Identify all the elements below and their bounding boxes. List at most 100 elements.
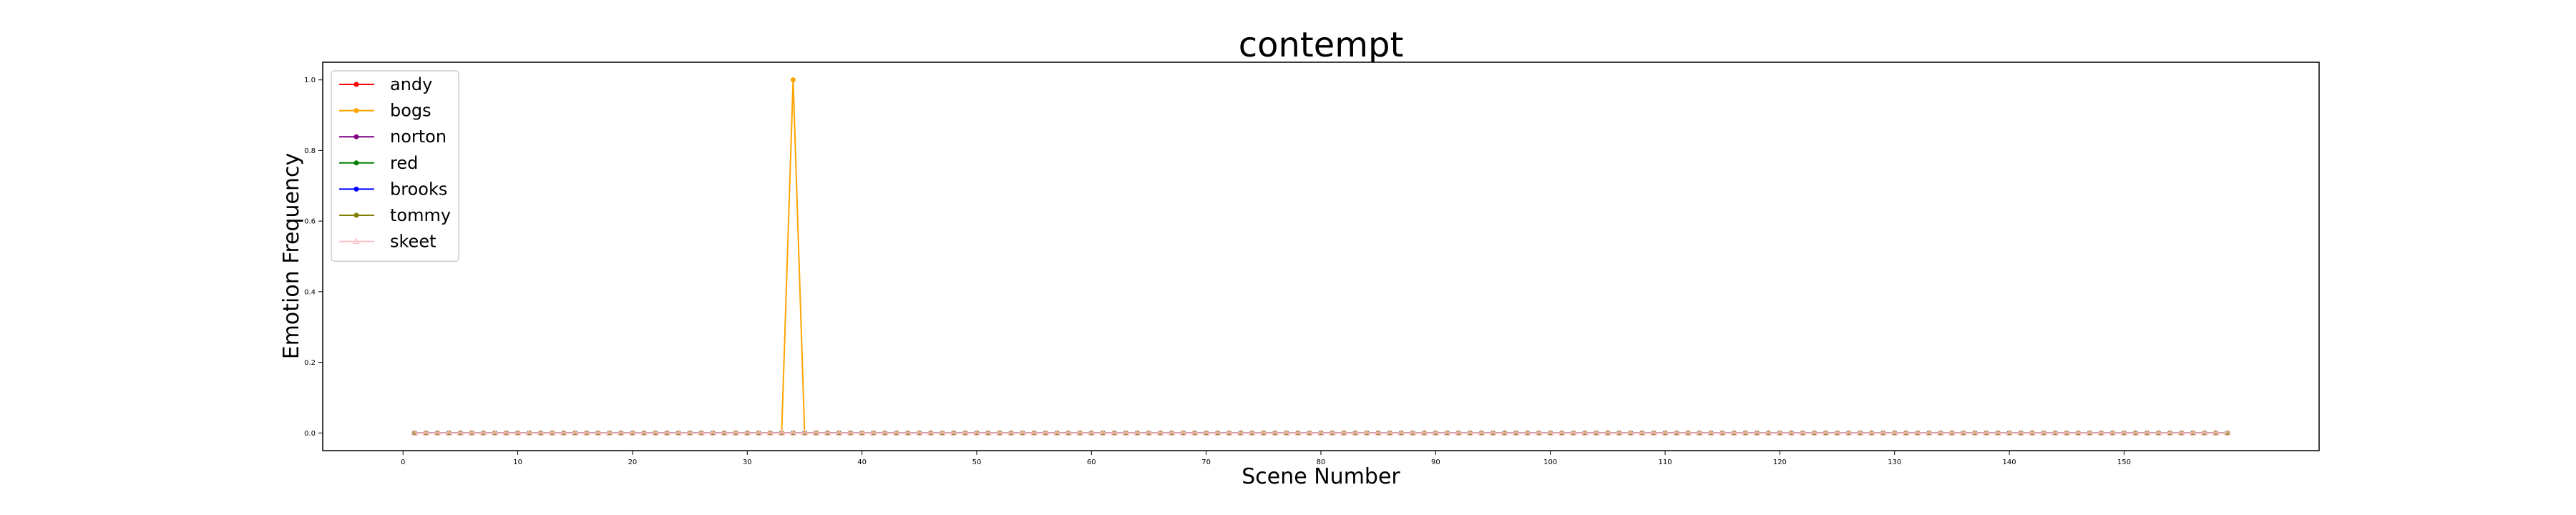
data-point-skeet (709, 429, 717, 436)
data-point-skeet (2029, 429, 2036, 436)
data-point-skeet (1145, 429, 1153, 436)
data-point-skeet (675, 429, 683, 436)
legend-label: red (390, 153, 418, 173)
data-point-skeet (1776, 429, 1784, 436)
data-point-skeet (525, 429, 533, 436)
data-point-skeet (824, 429, 831, 436)
data-point-skeet (1925, 429, 1933, 436)
data-point-skeet (1489, 429, 1497, 436)
data-point-skeet (1478, 429, 1485, 436)
data-point-skeet (972, 429, 980, 436)
legend-marker (353, 186, 359, 192)
data-point-skeet (1352, 429, 1360, 436)
data-point-skeet (1994, 429, 2002, 436)
data-point-skeet (1088, 429, 1096, 436)
data-point-skeet (1099, 429, 1107, 436)
x-tick-label: 70 (1201, 458, 1211, 466)
y-axis-label: Emotion Frequency (279, 153, 304, 360)
data-point-skeet (594, 429, 602, 436)
x-tick-label: 80 (1317, 458, 1326, 466)
legend-marker (353, 108, 359, 114)
data-point-skeet (514, 429, 522, 436)
data-point-skeet (1696, 429, 1704, 436)
data-point-skeet (2017, 429, 2025, 436)
data-point-skeet (892, 429, 900, 436)
y-axis: 0.0 0.2 0.4 0.6 0.8 1.0 (304, 77, 323, 438)
data-point-skeet (1065, 429, 1073, 436)
legend-marker (353, 160, 359, 166)
data-point-skeet (1214, 429, 1221, 436)
data-point-skeet (996, 429, 1004, 436)
data-point-skeet (1236, 429, 1244, 436)
data-point-skeet (904, 429, 912, 436)
data-point-skeet (2109, 429, 2117, 436)
data-point-skeet (1042, 429, 1050, 436)
data-point-skeet (1271, 429, 1279, 436)
data-point-skeet (1742, 429, 1750, 436)
chart-title: contempt (1239, 25, 1404, 65)
data-point-skeet (1282, 429, 1290, 436)
data-point-skeet (1902, 429, 1910, 436)
data-point-skeet (411, 429, 419, 436)
data-point-skeet (2132, 429, 2140, 436)
y-tick-label: 0.6 (304, 218, 316, 226)
x-tick-label: 0 (401, 458, 405, 466)
data-point-skeet (1501, 429, 1508, 436)
data-point-skeet (915, 429, 923, 436)
data-point-skeet (617, 429, 625, 436)
data-point-skeet (1202, 429, 1210, 436)
x-tick-label: 100 (1543, 458, 1557, 466)
data-point-skeet (961, 429, 969, 436)
legend-label: norton (390, 127, 447, 147)
legend-label: tommy (390, 205, 451, 225)
x-tick-label: 140 (2003, 458, 2016, 466)
data-point-skeet (1604, 429, 1611, 436)
data-point-skeet (1122, 429, 1130, 436)
x-tick-label: 110 (1658, 458, 1672, 466)
data-point-skeet (2212, 429, 2220, 436)
data-point-skeet (2063, 429, 2071, 436)
data-point-skeet (537, 429, 545, 436)
data-point-skeet (858, 429, 866, 436)
data-point-skeet (502, 429, 510, 436)
data-point-skeet (1133, 429, 1141, 436)
x-tick-label: 90 (1431, 458, 1440, 466)
data-point-skeet (869, 429, 877, 436)
data-point-skeet (2143, 429, 2151, 436)
x-tick-label: 120 (1773, 458, 1787, 466)
data-point-skeet (1753, 429, 1761, 436)
x-tick-label: 60 (1087, 458, 1096, 466)
y-tick-label: 0.4 (304, 288, 316, 296)
data-point-skeet (1810, 429, 1818, 436)
legend-item-norton: norton (339, 127, 447, 147)
data-point-skeet (571, 429, 579, 436)
data-point-skeet (1225, 429, 1233, 436)
data-point-skeet (2086, 429, 2094, 436)
data-point-skeet (1662, 429, 1669, 436)
data-point-skeet (1913, 429, 1921, 436)
y-tick-label: 1.0 (304, 77, 316, 84)
data-point-skeet (2200, 429, 2208, 436)
data-point-skeet (1191, 429, 1199, 436)
data-point-skeet (1019, 429, 1027, 436)
x-tick-label: 10 (513, 458, 522, 466)
plot-area (322, 62, 2320, 451)
data-point-skeet (927, 429, 935, 436)
data-point-skeet (1386, 429, 1394, 436)
data-point-skeet (1638, 429, 1646, 436)
data-point-skeet (1982, 429, 1991, 436)
data-point-skeet (1833, 429, 1841, 436)
data-point-skeet (1649, 429, 1658, 436)
data-point-skeet (881, 429, 889, 436)
data-point-skeet (743, 429, 751, 436)
data-point-skeet (1340, 429, 1348, 436)
legend: andy bogs norton red brooks tommy skeet (331, 70, 459, 262)
legend-item-brooks: brooks (339, 179, 447, 199)
data-point-skeet (1799, 429, 1807, 436)
data-point-skeet (2074, 429, 2082, 436)
series-layer (411, 77, 2231, 436)
x-axis-label: Scene Number (1241, 464, 1400, 489)
data-point-skeet (479, 429, 487, 436)
data-point-skeet (445, 429, 453, 436)
